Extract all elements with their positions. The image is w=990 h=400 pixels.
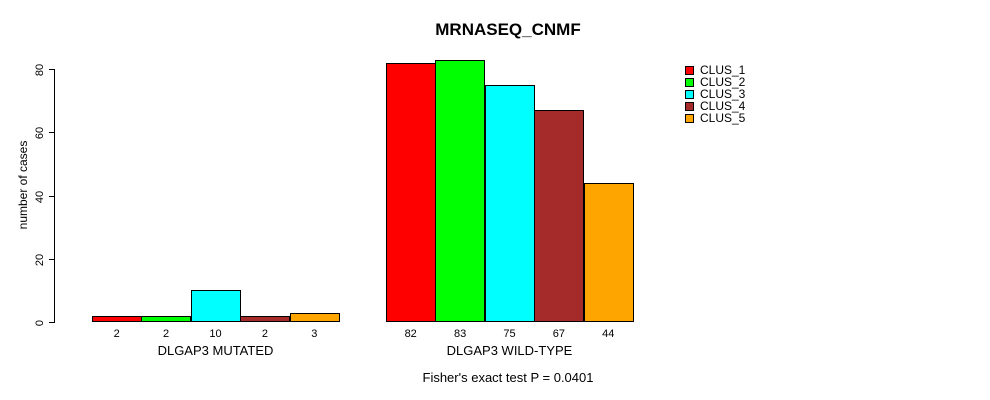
bar-clus_1-group2 <box>386 63 436 322</box>
y-axis-tick <box>49 132 55 133</box>
bar-clus_3-group1 <box>190 290 241 322</box>
bar-value-label: 44 <box>602 328 615 340</box>
bar-clus_5-group2 <box>583 183 634 322</box>
legend-entry: CLUS_3 <box>685 87 746 101</box>
bar-clus_5-group1 <box>289 313 340 322</box>
bar-value-label: 75 <box>503 328 516 340</box>
bar-value-label: 2 <box>113 328 120 340</box>
y-axis-tick-label: 40 <box>34 190 46 203</box>
bar-value-label: 82 <box>404 328 417 340</box>
legend-swatch <box>685 77 694 87</box>
y-axis-title: number of cases <box>16 140 30 230</box>
legend-swatch <box>685 89 694 99</box>
legend-label: CLUS_2 <box>700 75 746 89</box>
fisher-test-annotation: Fisher's exact test P = 0.0401 <box>422 370 594 385</box>
legend-entry: CLUS_1 <box>685 63 746 77</box>
y-axis-tick-label: 20 <box>34 253 46 266</box>
bar-value-label: 83 <box>453 328 467 340</box>
legend-entry: CLUS_2 <box>685 75 746 89</box>
legend-label: CLUS_3 <box>700 87 746 101</box>
bar-clus_4-group1 <box>240 316 291 322</box>
bar-clus_2-group2 <box>435 60 486 322</box>
legend-label: CLUS_1 <box>700 63 746 77</box>
legend-entry: CLUS_5 <box>685 111 746 125</box>
legend-entry: CLUS_4 <box>685 99 746 113</box>
y-axis-tick <box>49 69 55 70</box>
x-axis-group-label: DLGAP3 MUTATED <box>157 343 274 358</box>
y-axis-tick <box>49 322 55 323</box>
legend-swatch <box>685 65 694 75</box>
legend-label: CLUS_4 <box>700 99 746 113</box>
bar-value-label: 67 <box>552 328 565 340</box>
chart-title: MRNASEQ_CNMF <box>435 20 581 39</box>
y-axis-tick-label: 0 <box>34 319 46 326</box>
bar-value-label: 2 <box>163 328 170 340</box>
bar-value-label: 2 <box>261 328 268 340</box>
legend: CLUS_1 CLUS_2 CLUS_3 CLUS_4 CLUS_5 <box>685 63 746 125</box>
bar-value-label: 3 <box>311 328 318 340</box>
y-axis-tick <box>49 196 55 197</box>
y-axis-tick-label: 60 <box>34 126 46 139</box>
legend-swatch <box>685 101 694 111</box>
bar-value-label: 10 <box>209 328 222 340</box>
bar-clus_2-group1 <box>141 316 192 322</box>
legend-swatch <box>685 113 694 123</box>
x-axis-group-label: DLGAP3 WILD-TYPE <box>446 343 573 358</box>
y-axis-tick <box>49 259 55 260</box>
bar-clus_4-group2 <box>534 110 585 322</box>
y-axis-tick-label: 80 <box>34 63 46 76</box>
legend-label: CLUS_5 <box>700 111 746 125</box>
bar-clus_3-group2 <box>484 85 535 322</box>
bar-clus_1-group1 <box>92 316 142 322</box>
